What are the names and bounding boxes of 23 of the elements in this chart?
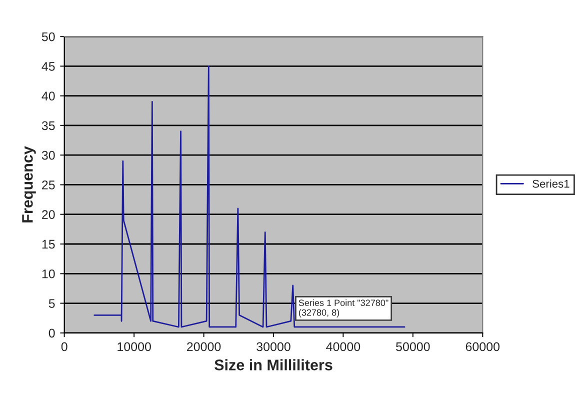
y-tick-label: 30 bbox=[42, 150, 55, 160]
y-tick-label: 10 bbox=[42, 269, 55, 278]
y-axis-title: Frequency bbox=[22, 146, 36, 222]
y-tick-label: 40 bbox=[42, 92, 55, 100]
y-tick-label: 25 bbox=[42, 180, 55, 190]
legend-label: Series1 bbox=[532, 180, 570, 188]
x-tick-label: 50000 bbox=[396, 342, 430, 352]
x-tick-label: 40000 bbox=[326, 342, 360, 352]
x-tick-label: 60000 bbox=[466, 342, 500, 352]
y-tick-label: 50 bbox=[42, 32, 55, 42]
annotation: Series 1 Point "32780" (32780, 8) bbox=[298, 299, 388, 318]
x-tick-label: 20000 bbox=[187, 342, 221, 352]
y-tick-label: 35 bbox=[42, 121, 55, 130]
y-tick-label: 20 bbox=[42, 210, 55, 220]
x-tick-label: 0 bbox=[61, 342, 68, 352]
x-axis-title: Size in Milliliters bbox=[214, 359, 332, 370]
x-tick-label: 30000 bbox=[256, 342, 290, 352]
y-tick-label: 0 bbox=[48, 328, 55, 338]
y-tick-label: 45 bbox=[42, 62, 55, 71]
x-tick-label: 10000 bbox=[118, 342, 151, 352]
line-series bbox=[94, 65, 406, 328]
y-tick-label: 15 bbox=[42, 240, 55, 249]
y-tick-label: 5 bbox=[48, 299, 55, 308]
